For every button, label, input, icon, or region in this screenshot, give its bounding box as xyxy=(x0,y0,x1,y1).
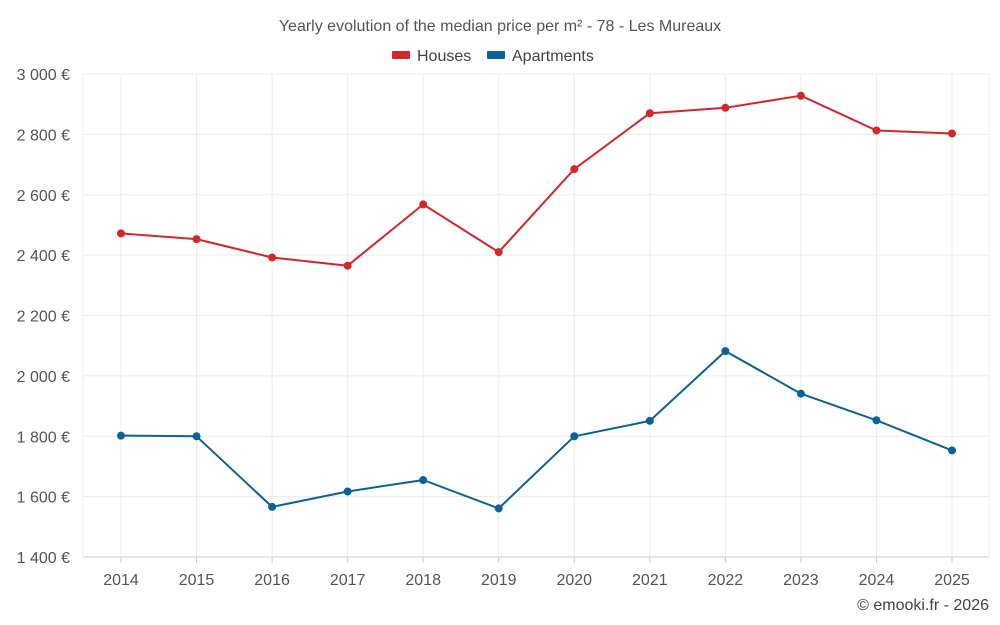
y-tick-label: 2 800 € xyxy=(17,127,70,144)
x-tick-label: 2018 xyxy=(405,572,441,589)
data-point-apartments[interactable] xyxy=(796,389,805,398)
data-point-apartments[interactable] xyxy=(872,416,881,425)
x-tick-label: 2024 xyxy=(859,572,895,589)
data-point-houses[interactable] xyxy=(796,91,805,100)
legend-swatch-houses xyxy=(392,51,410,59)
legend-label-houses: Houses xyxy=(417,48,471,65)
credit-text: © emooki.fr - 2026 xyxy=(857,597,989,614)
y-tick-label: 2 400 € xyxy=(17,248,70,265)
data-point-houses[interactable] xyxy=(570,165,579,174)
x-tick-label: 2020 xyxy=(556,572,592,589)
series-line-apartments xyxy=(120,350,953,510)
x-tick-label: 2025 xyxy=(934,572,970,589)
data-point-apartments[interactable] xyxy=(721,347,730,356)
x-tick-label: 2021 xyxy=(632,572,668,589)
x-tick-label: 2019 xyxy=(481,572,517,589)
data-point-apartments[interactable] xyxy=(419,476,428,485)
data-point-apartments[interactable] xyxy=(494,504,503,513)
series-points xyxy=(117,91,956,513)
legend-swatch-apartments xyxy=(487,51,505,59)
y-tick-label: 2 200 € xyxy=(17,309,70,326)
data-point-houses[interactable] xyxy=(419,200,428,209)
data-point-apartments[interactable] xyxy=(192,432,201,441)
legend: Houses Apartments xyxy=(392,48,594,65)
data-point-houses[interactable] xyxy=(645,109,654,118)
data-point-houses[interactable] xyxy=(721,103,730,112)
data-point-houses[interactable] xyxy=(494,248,503,257)
x-tick-label: 2014 xyxy=(103,572,139,589)
y-axis-ticks: 1 400 € 1 600 € 1 800 € 2 000 € 2 200 € 2 400… xyxy=(17,67,70,567)
data-point-apartments[interactable] xyxy=(117,431,125,440)
x-tick-label: 2023 xyxy=(783,572,819,589)
y-tick-label: 1 400 € xyxy=(17,550,70,567)
y-tick-label: 3 000 € xyxy=(17,67,70,84)
data-point-houses[interactable] xyxy=(343,261,352,270)
y-tick-label: 2 600 € xyxy=(17,188,70,205)
x-tick-label: 2022 xyxy=(708,572,744,589)
data-point-houses[interactable] xyxy=(117,229,125,238)
data-point-apartments[interactable] xyxy=(343,487,352,496)
x-tick-label: 2016 xyxy=(254,572,290,589)
x-tick-label: 2015 xyxy=(179,572,215,589)
data-point-apartments[interactable] xyxy=(570,432,579,441)
data-point-apartments[interactable] xyxy=(948,446,956,455)
data-point-houses[interactable] xyxy=(268,253,277,262)
y-tick-label: 1 600 € xyxy=(17,490,70,507)
data-point-houses[interactable] xyxy=(872,126,881,135)
series-lines xyxy=(120,94,953,510)
data-point-houses[interactable] xyxy=(948,129,956,138)
data-point-apartments[interactable] xyxy=(268,502,277,511)
series-line-houses xyxy=(120,94,953,267)
y-tick-label: 2 000 € xyxy=(17,369,70,386)
chart-title: Yearly evolution of the median price per… xyxy=(279,18,721,35)
data-point-apartments[interactable] xyxy=(645,416,654,425)
data-point-houses[interactable] xyxy=(192,235,201,244)
legend-label-apartments: Apartments xyxy=(512,48,594,65)
x-axis-ticks: 2014 2015 2016 2017 2018 2019 2020 2021 2022 2023… xyxy=(103,572,970,589)
x-tick-label: 2017 xyxy=(330,572,366,589)
gridlines xyxy=(82,73,990,563)
y-tick-label: 1 800 € xyxy=(17,429,70,446)
